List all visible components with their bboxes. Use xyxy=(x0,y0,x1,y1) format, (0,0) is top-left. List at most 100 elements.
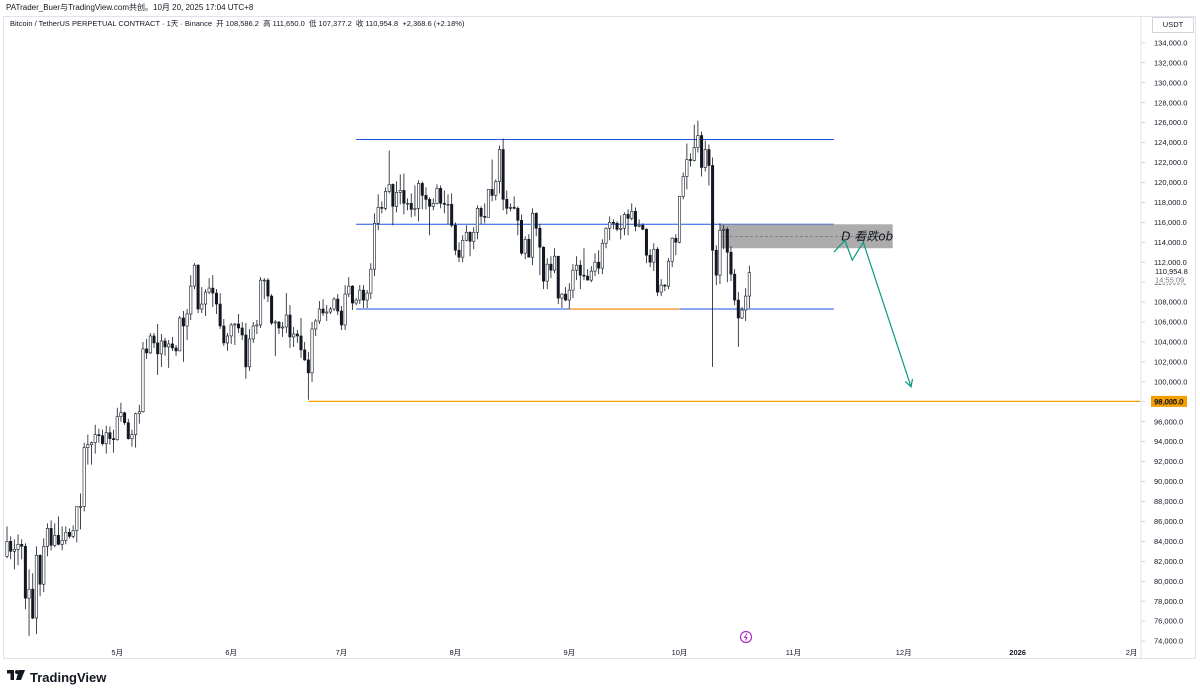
y-tick-label: 122,000.0 xyxy=(1154,158,1187,167)
candle-body xyxy=(115,416,119,440)
candle-body xyxy=(406,203,410,205)
candle-body xyxy=(711,165,715,251)
candle-body xyxy=(350,285,354,304)
candle-body xyxy=(16,544,20,550)
candle-body xyxy=(266,279,270,297)
candle-body xyxy=(725,228,729,253)
candle-body xyxy=(229,324,233,337)
candle-body xyxy=(674,237,678,243)
close-label: 收 xyxy=(355,19,364,28)
candle-body xyxy=(641,224,645,230)
candle-body xyxy=(424,195,428,200)
candle-body xyxy=(626,214,630,219)
candle-body xyxy=(395,192,399,207)
candle-body xyxy=(461,239,465,258)
symbol-name[interactable]: Bitcoin / TetherUS PERPETUAL CONTRACT · … xyxy=(10,19,213,28)
candle-body xyxy=(398,190,402,193)
candle-body xyxy=(12,549,16,552)
y-tick-label: 90,000.0 xyxy=(1154,477,1183,486)
y-tick-label: 108,000.0 xyxy=(1154,298,1187,307)
candle-body xyxy=(214,292,218,305)
candle-body xyxy=(372,222,376,270)
candle-body xyxy=(148,335,152,354)
candle-body xyxy=(101,435,105,444)
candle-body xyxy=(556,255,560,299)
y-tick-label: 98,000.0 xyxy=(1154,397,1183,406)
events-icon[interactable] xyxy=(739,630,753,644)
candle-body xyxy=(523,238,527,254)
candle-body xyxy=(189,285,193,315)
change-value: +2,368.6 (+2.18%) xyxy=(402,19,465,28)
candle-body xyxy=(200,303,204,310)
candle-body xyxy=(152,335,156,344)
support-price-label: 98,035.0 xyxy=(1154,397,1183,406)
candle-body xyxy=(45,528,49,547)
candle-body xyxy=(79,506,83,508)
candle-body xyxy=(740,309,744,319)
candle-body xyxy=(736,299,740,319)
support-price-tag xyxy=(1151,395,1187,407)
currency-button[interactable]: USDT xyxy=(1152,17,1194,33)
candle-body xyxy=(597,261,601,269)
candle-body xyxy=(233,323,237,326)
candle-body xyxy=(446,204,450,206)
candle-body xyxy=(442,203,446,205)
candle-body xyxy=(71,530,75,537)
candle-body xyxy=(450,204,454,226)
candle-body xyxy=(560,293,564,299)
candle-body xyxy=(42,546,46,585)
candle-body xyxy=(468,231,472,242)
candle-body xyxy=(571,269,575,291)
candle-body xyxy=(630,211,634,219)
low-value: 107,377.2 xyxy=(318,19,352,28)
candle-body xyxy=(729,251,733,275)
candle-body xyxy=(586,275,590,281)
candle-body xyxy=(692,147,696,161)
candle-body xyxy=(288,314,292,338)
y-tick-label: 82,000.0 xyxy=(1154,557,1183,566)
chart-header: PATrader_Buer与TradingView.com共创。10月 20, … xyxy=(6,3,254,12)
y-tick-label: 114,000.0 xyxy=(1154,238,1187,247)
candle-body xyxy=(582,274,586,277)
events-icon-glyph xyxy=(743,633,748,641)
x-tick-label: 5月 xyxy=(111,648,123,657)
candle-body xyxy=(49,528,53,546)
candle-body xyxy=(181,317,185,327)
candle-body xyxy=(339,310,343,326)
candle-body xyxy=(575,264,579,271)
candle-body xyxy=(325,311,329,314)
candle-body xyxy=(604,227,608,244)
projection-arrow[interactable] xyxy=(833,239,912,387)
candle-body xyxy=(174,347,178,352)
candle-body xyxy=(134,413,138,435)
candle-body xyxy=(494,181,498,196)
candle-body xyxy=(644,228,648,256)
candle-body xyxy=(328,308,332,313)
y-tick-label: 94,000.0 xyxy=(1154,437,1183,446)
x-tick-label: 12月 xyxy=(896,648,912,657)
candle-body xyxy=(292,333,296,338)
candle-body xyxy=(178,317,182,352)
x-tick-label: 2月 xyxy=(1126,648,1138,657)
candle-body xyxy=(273,321,277,324)
candle-body xyxy=(365,292,369,301)
candle-body xyxy=(86,444,90,448)
candle-body xyxy=(479,208,483,217)
candle-body xyxy=(519,220,523,254)
candle-body xyxy=(123,412,127,423)
tradingview-brand[interactable]: TradingView xyxy=(30,669,107,685)
candle-body xyxy=(402,190,406,204)
candle-body xyxy=(332,298,336,310)
candle-body xyxy=(464,231,468,241)
candle-body xyxy=(284,314,288,328)
candle-body xyxy=(137,411,141,415)
candle-body xyxy=(531,213,535,258)
candle-body xyxy=(67,532,71,537)
candle-body xyxy=(483,216,487,218)
candle-body xyxy=(281,326,285,329)
candle-body xyxy=(167,343,171,348)
y-tick-label: 74,000.0 xyxy=(1154,637,1183,646)
candle-body xyxy=(747,272,751,297)
candle-body xyxy=(306,359,310,374)
